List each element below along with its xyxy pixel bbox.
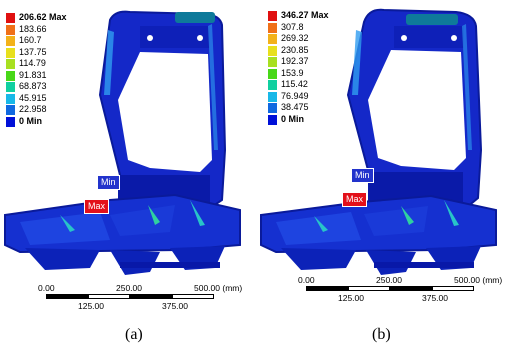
legend-swatch xyxy=(6,105,15,115)
scale-segment xyxy=(306,286,348,291)
scale-bar: 0.00 250.00 500.00 (mm) 125.00 375.00 xyxy=(290,275,502,305)
caption: (b) xyxy=(372,326,391,343)
scale-segment xyxy=(172,294,214,299)
legend-label: 153.9 xyxy=(281,67,304,78)
legend-label: 114.79 xyxy=(19,58,46,68)
scale-label: 250.00 xyxy=(376,275,402,285)
legend-label: 160.7 xyxy=(19,35,42,45)
panel-a: 206.62 Max 183.66 160.7 137.75 114.79 91… xyxy=(0,0,255,350)
legend-swatch xyxy=(268,11,277,21)
legend-label: 206.62 Max xyxy=(19,12,67,22)
legend-label: 346.27 Max xyxy=(281,10,329,20)
legend-label: 192.37 xyxy=(281,56,309,66)
scale-segment xyxy=(46,294,88,299)
legend-swatch xyxy=(6,82,15,92)
legend-label: 137.75 xyxy=(19,46,47,57)
legend-swatch xyxy=(268,22,277,33)
max-marker: Max xyxy=(84,199,110,214)
panel-b: 346.27 Max 307.8 269.32 230.85 192.37 15… xyxy=(256,0,511,350)
caption: (a) xyxy=(125,326,143,343)
legend-swatch xyxy=(268,68,277,79)
legend-swatch xyxy=(268,114,277,125)
legend-swatch xyxy=(268,57,277,67)
scale-label: 125.00 xyxy=(338,293,364,303)
scale-label: 375.00 xyxy=(162,301,188,311)
scale-label: 250.00 xyxy=(116,283,142,293)
scale-segment xyxy=(130,294,172,299)
legend-label: 0 Min xyxy=(281,113,305,124)
legend-swatch xyxy=(6,59,15,69)
scale-segment xyxy=(88,294,130,299)
legend-label: 45.915 xyxy=(19,92,47,103)
legend-label: 68.873 xyxy=(19,81,47,91)
legend-swatch xyxy=(6,24,15,35)
legend-swatch xyxy=(6,47,15,58)
legend-swatch xyxy=(6,36,15,46)
legend-label: 230.85 xyxy=(281,44,309,55)
scale-label: 500.00 (mm) xyxy=(194,283,243,293)
legend-swatch xyxy=(268,80,277,90)
scale-label: 500.00 (mm) xyxy=(454,275,503,285)
scale-label: 375.00 xyxy=(422,293,448,303)
min-marker: Min xyxy=(97,175,120,190)
legend-label: 91.831 xyxy=(19,69,47,80)
scale-bar: 0.00 250.00 500.00 (mm) 125.00 375.00 xyxy=(30,283,242,313)
min-marker: Min xyxy=(351,168,374,183)
legend-swatch xyxy=(268,34,277,44)
scale-segment xyxy=(432,286,474,291)
legend-swatch xyxy=(6,116,15,127)
seat-frame-render xyxy=(260,8,497,275)
legend-label: 307.8 xyxy=(281,21,304,32)
max-marker: Max xyxy=(342,192,368,207)
legend-label: 22.958 xyxy=(19,104,47,114)
legend-label: 0 Min xyxy=(19,115,43,126)
legend-swatch xyxy=(6,13,15,23)
scale-label: 0.00 xyxy=(38,283,55,293)
scale-segment xyxy=(348,286,390,291)
legend-label: 269.32 xyxy=(281,33,309,43)
legend-label: 76.949 xyxy=(281,90,309,101)
legend-swatch xyxy=(6,70,15,81)
legend-swatch xyxy=(6,93,15,104)
legend-label: 38.475 xyxy=(281,102,309,112)
legend-label: 115.42 xyxy=(281,79,308,89)
scale-label: 0.00 xyxy=(298,275,315,285)
seat-frame-render xyxy=(4,10,241,275)
scale-label: 125.00 xyxy=(78,301,104,311)
legend-swatch xyxy=(268,103,277,113)
scale-segment xyxy=(390,286,432,291)
legend-swatch xyxy=(268,45,277,56)
legend-label: 183.66 xyxy=(19,23,47,34)
legend-swatch xyxy=(268,91,277,102)
